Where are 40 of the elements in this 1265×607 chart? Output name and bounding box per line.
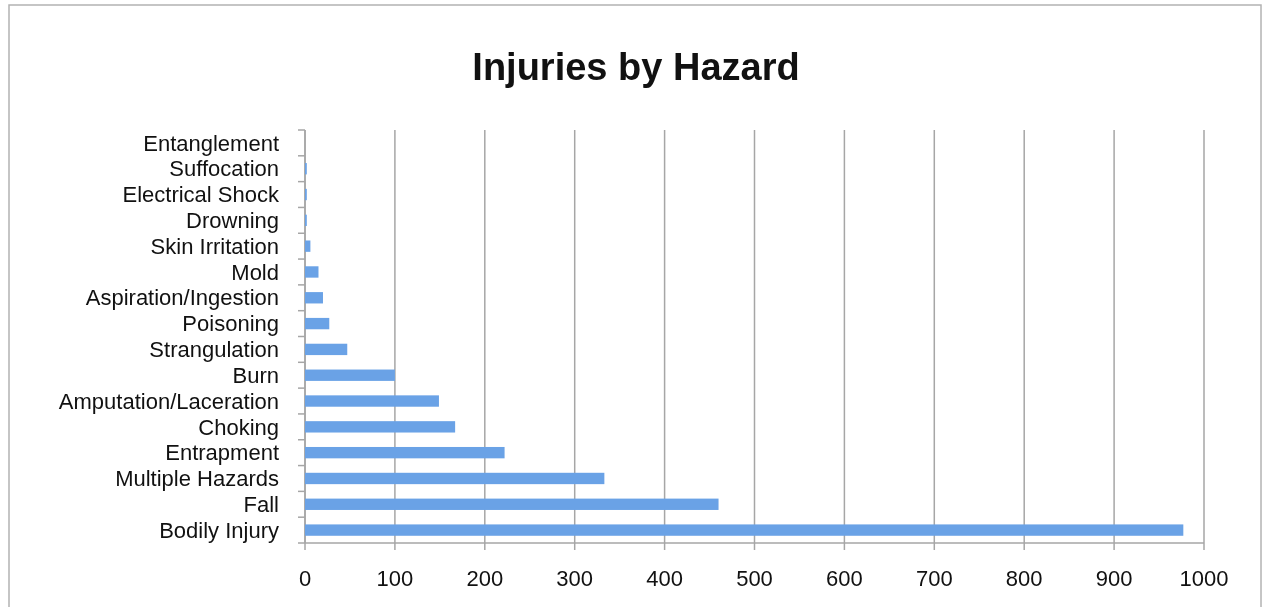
bar: [305, 369, 395, 381]
x-tick-label: 200: [466, 566, 504, 591]
bar: [305, 240, 311, 252]
x-tick-label: 700: [915, 566, 953, 591]
x-tick-label: 800: [1005, 566, 1043, 591]
y-tick-label: Fall: [243, 491, 279, 517]
y-tick-label: Mold: [231, 259, 279, 285]
y-tick-label: Choking: [198, 414, 279, 440]
y-tick-label: Strangulation: [149, 337, 279, 363]
bar: [305, 446, 505, 459]
bar: [305, 266, 319, 278]
chart-title: Injuries by Hazard: [472, 46, 800, 88]
x-tick-label: 100: [376, 566, 414, 591]
bar: [305, 498, 719, 510]
y-tick-label: Suffocation: [169, 156, 279, 182]
bar: [305, 524, 1184, 536]
y-tick-label: Bodily Injury: [159, 517, 279, 543]
bar: [305, 472, 605, 485]
y-tick-label: Entrapment: [165, 440, 279, 466]
x-tick-label: 0: [298, 566, 312, 591]
bar: [305, 292, 323, 304]
y-tick-label: Entanglement: [143, 130, 279, 156]
y-tick-label: Aspiration/Ingestion: [85, 285, 279, 311]
bar: [305, 421, 456, 433]
x-tick-label: 500: [736, 566, 773, 591]
bar: [305, 395, 439, 407]
y-tick-label: Drowning: [186, 208, 279, 234]
y-tick-label: Skin Irritation: [150, 233, 279, 259]
x-tick-label: 300: [556, 566, 594, 591]
x-tick-label: 600: [826, 566, 863, 591]
x-tick-label: 900: [1095, 566, 1133, 591]
y-tick-label: Multiple Hazards: [115, 466, 279, 492]
y-tick-label: Amputation/Laceration: [58, 388, 279, 414]
y-tick-label: Poisoning: [182, 311, 279, 337]
y-tick-label: Burn: [232, 362, 279, 388]
x-tick-label: 1000: [1179, 566, 1229, 591]
bar: [305, 343, 348, 356]
bar: [305, 317, 330, 330]
y-tick-label: Electrical Shock: [122, 182, 280, 208]
x-tick-label: 400: [646, 566, 683, 591]
